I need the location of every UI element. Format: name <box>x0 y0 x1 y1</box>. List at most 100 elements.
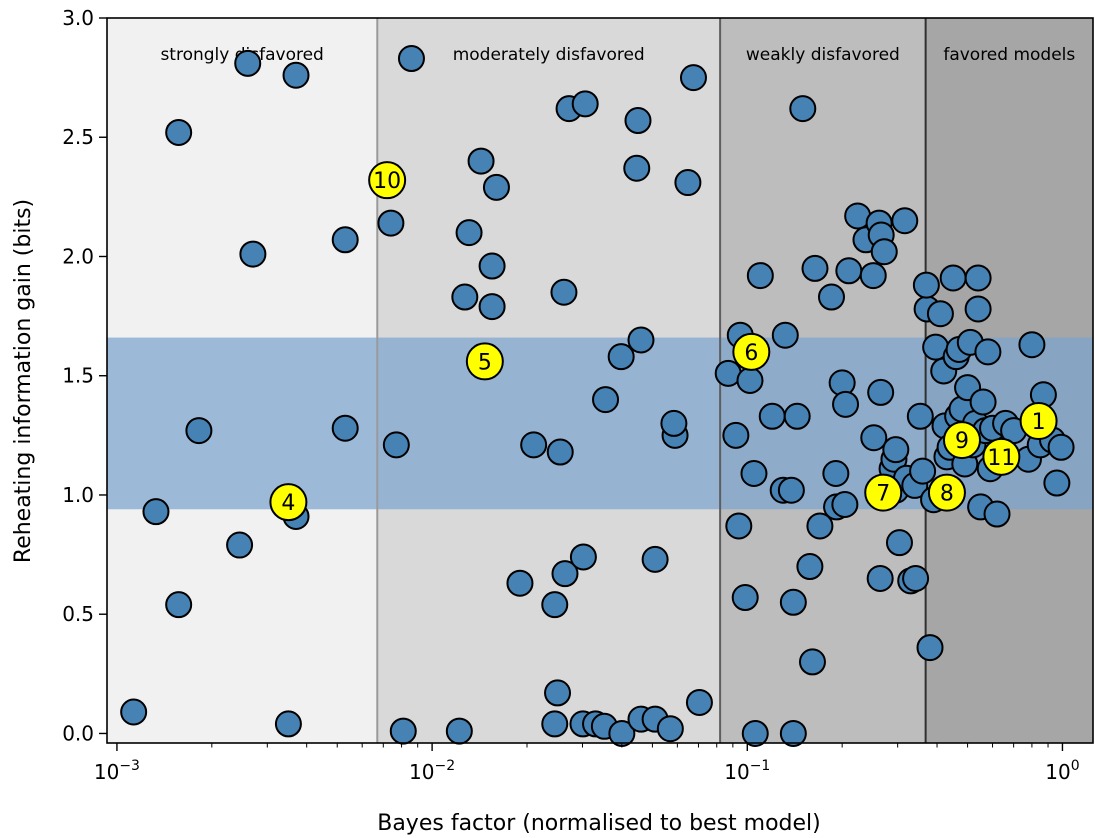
highlight-label: 7 <box>876 482 890 507</box>
highlight-marker <box>927 473 966 512</box>
data-point <box>983 500 1011 528</box>
data-point <box>627 326 655 354</box>
data-point <box>885 529 913 557</box>
highlight-marker <box>732 332 771 371</box>
data-point <box>520 431 548 459</box>
data-point <box>331 226 359 254</box>
data-point <box>234 49 262 77</box>
data-point <box>832 390 860 418</box>
data-point <box>796 553 824 581</box>
data-point <box>1043 469 1071 497</box>
data-point <box>685 688 713 716</box>
highlight-label: 9 <box>955 429 969 454</box>
x-tick-label: 10−2 <box>409 758 455 784</box>
y-tick-label: 0.0 <box>62 721 94 745</box>
data-point <box>909 457 937 485</box>
data-point <box>550 278 578 306</box>
data-point <box>771 321 799 349</box>
data-point <box>674 169 702 197</box>
data-point <box>389 717 417 745</box>
data-point <box>544 679 572 707</box>
data-point <box>859 262 887 290</box>
data-point <box>679 64 707 92</box>
x-axis-ticks: 10−3 10−2 10−1 100 <box>94 743 1080 784</box>
data-point <box>789 95 817 123</box>
data-point <box>964 295 992 323</box>
data-point <box>1047 433 1075 461</box>
data-point <box>740 460 768 488</box>
data-point <box>817 283 845 311</box>
data-point <box>467 147 495 175</box>
y-axis-label: Reheating information gain (bits) <box>11 199 36 563</box>
x-tick-label: 10−1 <box>724 758 770 784</box>
data-point <box>624 107 652 135</box>
highlight-marker <box>269 483 308 522</box>
data-point <box>882 436 910 464</box>
data-point <box>656 715 684 743</box>
y-tick-label: 1.5 <box>62 364 94 388</box>
y-tick-label: 2.5 <box>62 125 94 149</box>
highlight-label: 5 <box>478 350 492 375</box>
x-tick-label: 10−3 <box>94 758 140 784</box>
highlighted-point-1: 1 <box>1019 402 1058 441</box>
data-point <box>226 531 254 559</box>
region-label: moderately disfavored <box>453 45 645 65</box>
highlighted-point-4: 4 <box>269 483 308 522</box>
data-point <box>478 293 506 321</box>
data-point <box>722 421 750 449</box>
highlight-marker <box>368 161 407 200</box>
highlight-marker <box>1019 402 1058 441</box>
data-point <box>185 417 213 445</box>
data-point <box>641 545 669 573</box>
data-point <box>822 460 850 488</box>
y-tick-label: 3.0 <box>62 6 94 30</box>
data-point <box>860 424 888 452</box>
data-point <box>397 45 425 73</box>
data-point <box>165 591 193 619</box>
plot-frame <box>106 17 1094 744</box>
highlighted-point-11: 11 <box>982 437 1021 476</box>
data-point <box>482 173 510 201</box>
data-point <box>746 262 774 290</box>
data-point <box>165 118 193 146</box>
highlighted-point-5: 5 <box>465 342 504 381</box>
highlighted-point-10: 10 <box>368 161 407 200</box>
data-point <box>779 719 807 747</box>
data-point <box>331 414 359 442</box>
data-point <box>382 431 410 459</box>
data-point <box>867 378 895 406</box>
data-point <box>506 569 534 597</box>
highlight-label: 11 <box>987 446 1015 471</box>
highlight-label: 1 <box>1032 410 1046 435</box>
data-point <box>806 512 834 540</box>
highlighted-point-7: 7 <box>864 473 903 512</box>
region-label: favored models <box>943 45 1075 65</box>
data-point <box>798 648 826 676</box>
data-point <box>916 634 944 662</box>
x-axis-label: Bayes factor (normalised to best model) <box>377 811 821 836</box>
data-point <box>541 710 569 738</box>
data-point <box>912 271 940 299</box>
data-point <box>1018 331 1046 359</box>
data-point <box>282 61 310 89</box>
y-tick-label: 0.5 <box>62 602 94 626</box>
data-point <box>478 252 506 280</box>
highlighted-points: 1 4 5 6 7 8 9 10 11 <box>269 161 1058 522</box>
highlight-marker <box>982 437 1021 476</box>
data-point <box>870 238 898 266</box>
data-point <box>377 209 405 237</box>
data-point <box>779 588 807 616</box>
data-point <box>835 257 863 285</box>
data-point <box>623 154 651 182</box>
data-point <box>866 564 894 592</box>
highlight-label: 8 <box>940 482 954 507</box>
data-point <box>725 512 753 540</box>
data-point <box>445 717 473 745</box>
data-point <box>592 386 620 414</box>
data-point <box>142 498 170 526</box>
highlight-marker <box>942 421 981 460</box>
data-point <box>569 543 597 571</box>
data-point <box>902 564 930 592</box>
data-point <box>969 388 997 416</box>
